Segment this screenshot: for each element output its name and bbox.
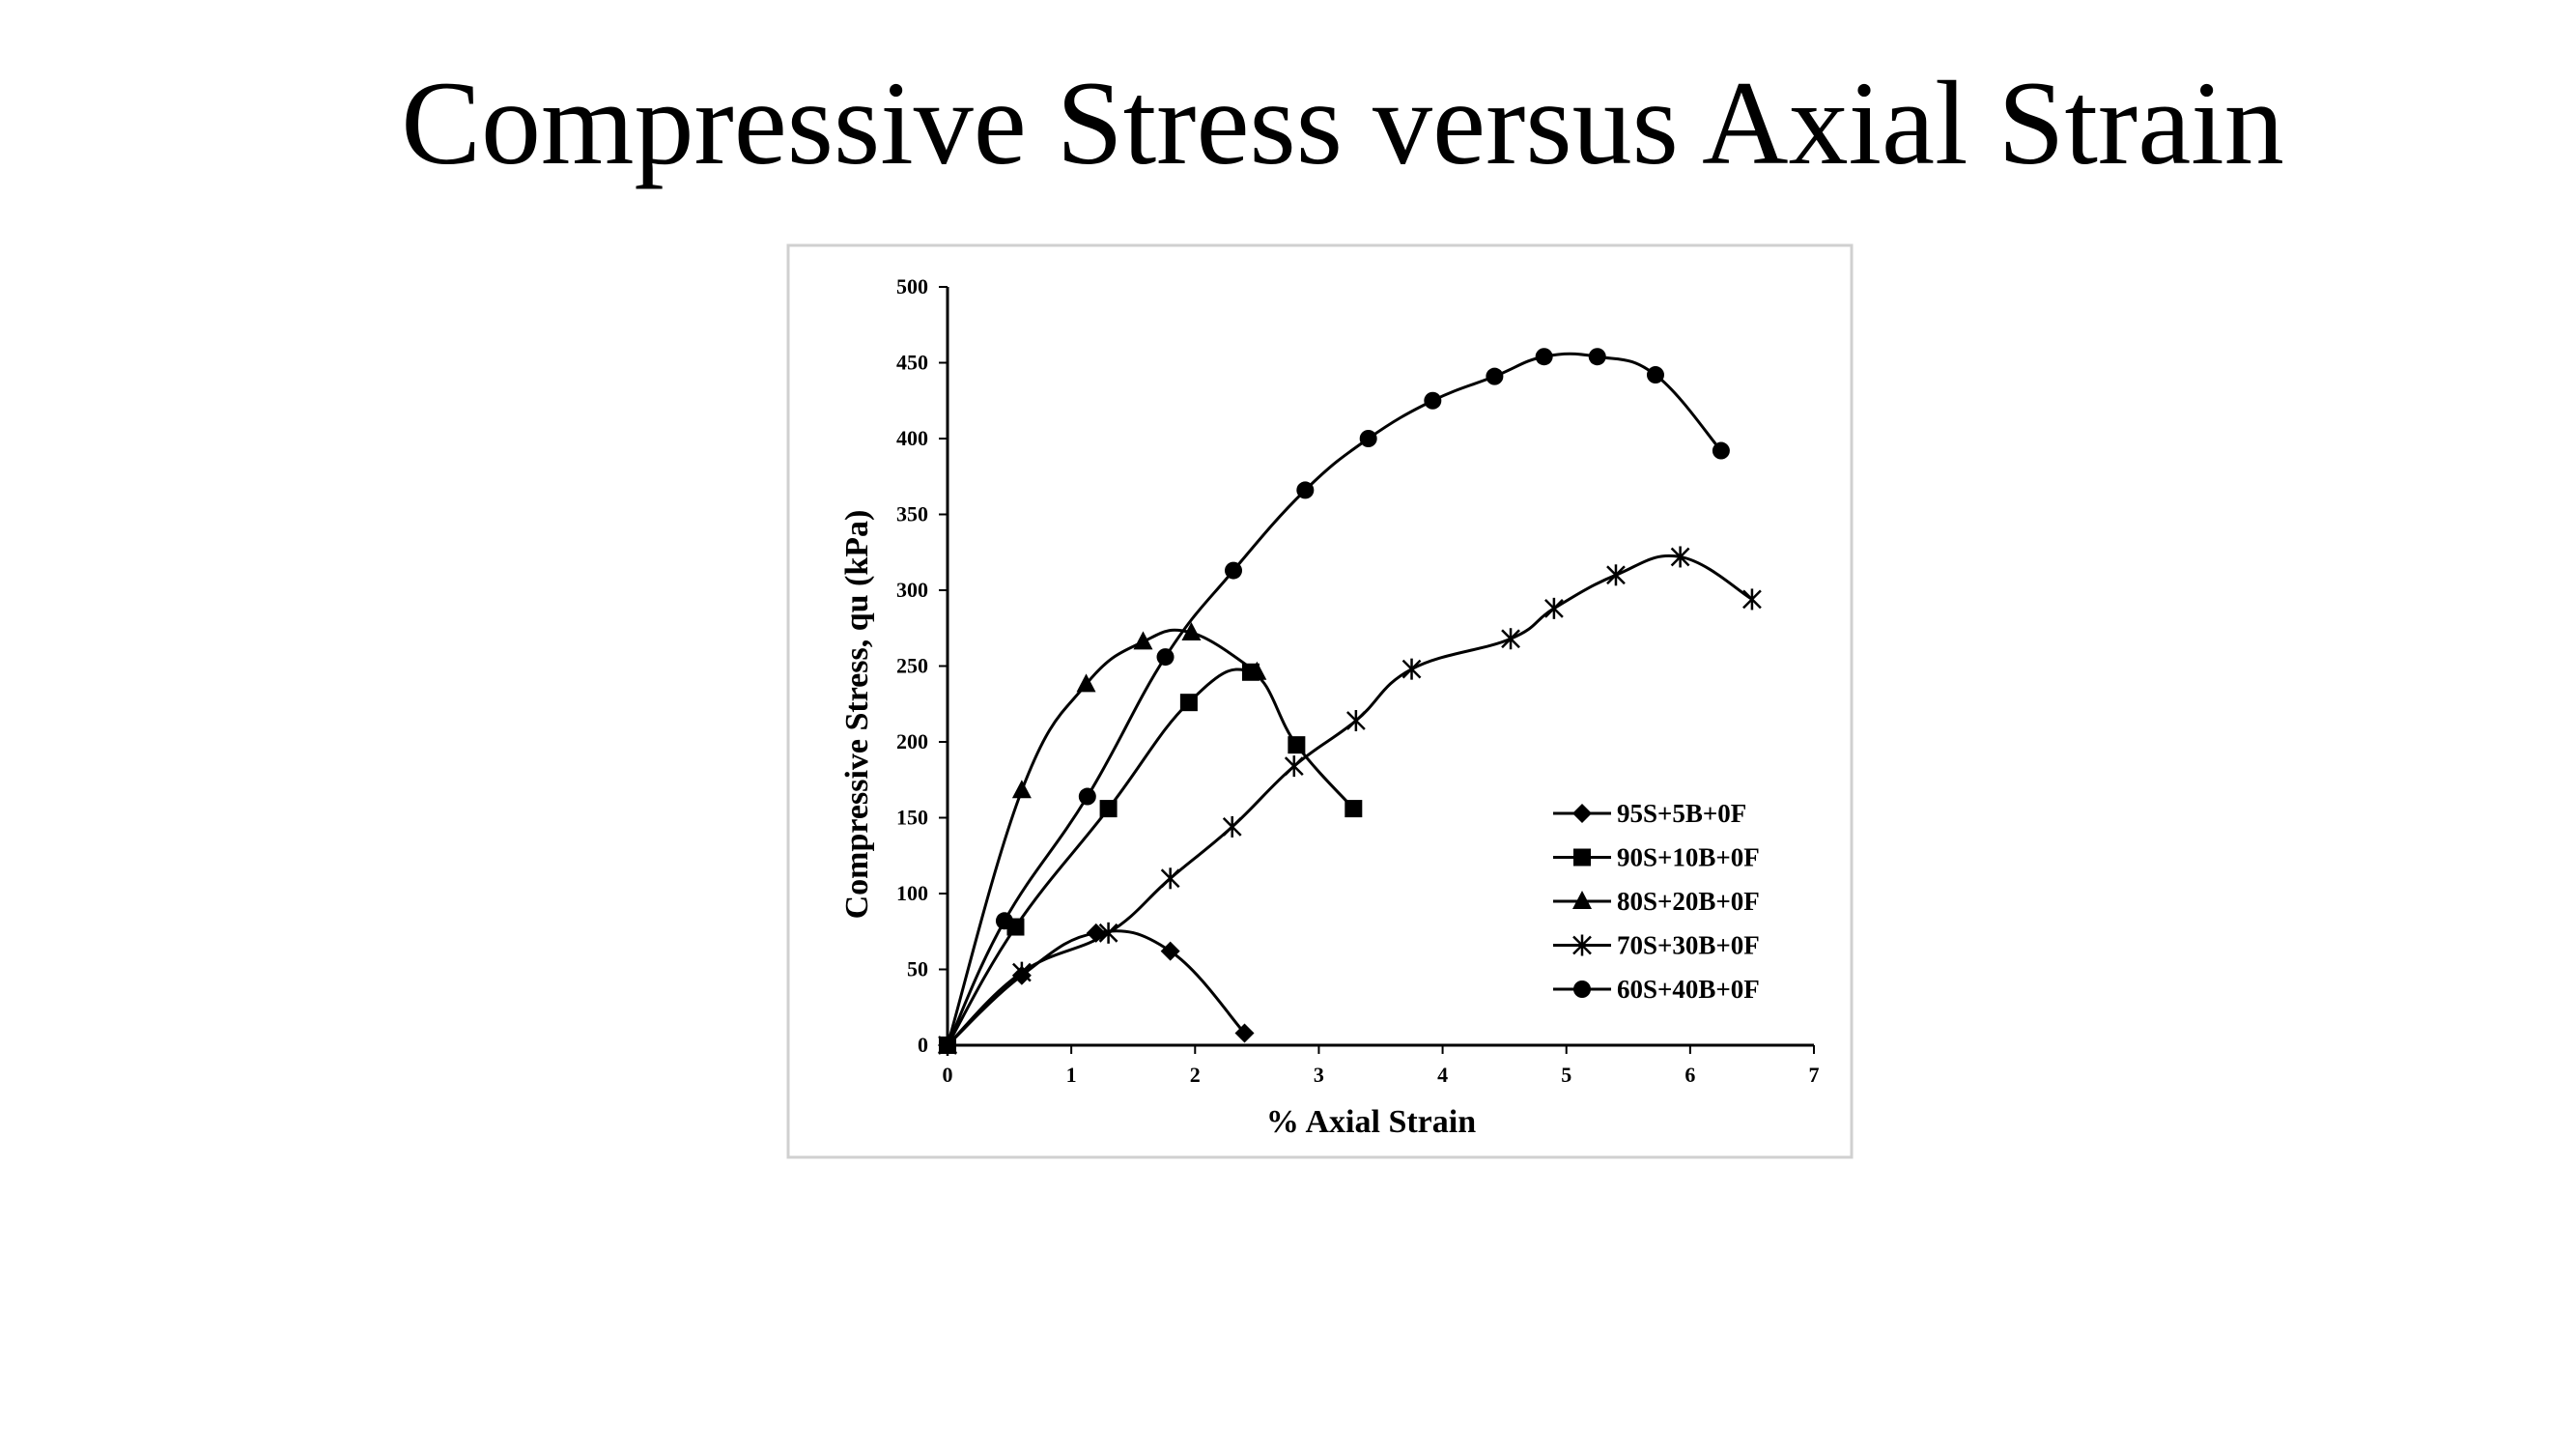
data-point [1222,815,1242,838]
x-tick-label: 2 [1190,1063,1201,1087]
data-point [1284,755,1304,778]
data-point [1160,867,1180,890]
data-point [1181,621,1202,640]
legend-marker [1572,891,1592,909]
data-point [1486,367,1504,385]
data-point [1544,597,1564,619]
legend-label: 80S+20B+0F [1617,887,1760,916]
legend: 95S+5B+0F 90S+10B+0F 80S+20B+0F 70S+30B+0F 6… [1553,799,1760,1004]
y-tick-label: 0 [918,1033,928,1057]
data-point [1535,348,1553,366]
data-point [1076,673,1096,693]
data-point [1179,694,1198,712]
data-point [1234,1023,1255,1043]
legend-marker [1573,980,1591,998]
data-point [1424,391,1442,410]
data-point [1588,348,1606,366]
data-point [1345,710,1366,732]
series-group [938,348,1762,1056]
y-tick-label: 400 [896,426,928,450]
data-point [1670,546,1690,568]
legend-label: 95S+5B+0F [1617,799,1746,828]
data-point [1225,561,1243,580]
data-point [1078,787,1096,806]
data-point [1156,648,1175,667]
x-tick-label: 5 [1561,1063,1571,1087]
series-4 [939,348,1730,1054]
legend-item: 60S+40B+0F [1553,975,1760,1004]
legend-marker [1572,804,1592,823]
data-point [1098,922,1118,944]
y-tick-label: 150 [896,806,928,830]
data-point [1646,366,1664,384]
data-point [995,912,1013,930]
x-tick-label: 7 [1809,1063,1820,1087]
data-point [1012,961,1032,983]
legend-marker [1573,848,1591,867]
x-tick-label: 3 [1314,1063,1324,1087]
data-point [1247,661,1267,680]
axes: 0 1 2 3 4 5 6 7 0 50 100 150 200 250 300 350 400 450 500 % … [839,274,1820,1140]
data-point [1011,780,1032,799]
legend-item: 95S+5B+0F [1553,799,1746,828]
y-tick-label: 300 [896,578,928,602]
legend-marker [1572,934,1592,956]
y-axis-title: Compressive Stress, qu (kPa) [839,510,875,920]
x-tick-label: 0 [943,1063,953,1087]
data-point [939,1037,956,1054]
x-tick-label: 1 [1066,1063,1077,1087]
data-point [1133,631,1153,650]
data-point [1606,564,1626,586]
data-point [1401,658,1422,680]
data-point [1160,941,1180,961]
x-axis-title: % Axial Strain [1266,1104,1476,1140]
data-point [1099,800,1118,818]
x-tick-label: 4 [1437,1063,1448,1087]
y-tick-label: 450 [896,351,928,375]
data-point [1296,481,1315,499]
y-tick-label: 250 [896,654,928,678]
legend-label: 60S+40B+0F [1617,975,1760,1004]
data-point [1501,628,1520,650]
slide-title: Compressive Stress versus Axial Strain [401,57,2284,189]
legend-item: 90S+10B+0F [1553,843,1760,872]
data-point [1359,430,1377,447]
y-tick-label: 50 [907,957,928,981]
y-tick-label: 350 [896,502,928,526]
data-point [1742,588,1762,611]
legend-item: 80S+20B+0F [1553,887,1760,916]
data-point [1712,441,1730,460]
legend-item: 70S+30B+0F [1553,931,1760,960]
data-point [1288,736,1306,754]
x-tick-label: 6 [1684,1063,1695,1087]
legend-label: 70S+30B+0F [1617,931,1760,960]
data-point [1345,800,1363,818]
y-tick-label: 100 [896,881,928,905]
legend-label: 90S+10B+0F [1617,843,1760,872]
y-tick-label: 200 [896,729,928,753]
series-3 [938,546,1762,1056]
y-tick-label: 500 [896,274,928,298]
